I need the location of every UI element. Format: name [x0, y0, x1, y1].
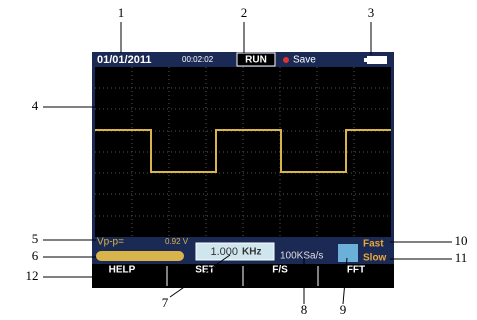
callout: 3	[368, 5, 375, 20]
fs-button[interactable]: F/S	[272, 265, 288, 276]
run-state: RUN	[245, 55, 267, 66]
vpp-label: Vp-p=	[97, 237, 124, 248]
set-button[interactable]: SET	[195, 265, 214, 276]
vpp-value: 0.92 V	[165, 237, 189, 246]
callout: 9	[340, 302, 347, 317]
date: 01/01/2011	[97, 54, 151, 66]
time: 00:02:02	[182, 55, 214, 64]
callout: 12	[26, 268, 39, 283]
callout: 7	[162, 295, 169, 310]
callout: 11	[455, 250, 468, 265]
save-dot	[283, 57, 289, 63]
help-button[interactable]: HELP	[109, 265, 136, 276]
save-label: Save	[293, 55, 316, 66]
battery	[367, 56, 387, 64]
frequency-unit: KHz	[242, 247, 261, 258]
callout: 4	[32, 98, 39, 113]
callout: 2	[241, 5, 248, 20]
oscilloscope-diagram: 01/01/2011 00:02:02 RUN Save Vp-p= 0.92 …	[0, 0, 477, 320]
fft-button[interactable]: FFT	[347, 265, 365, 276]
battery-tip	[364, 58, 367, 62]
slow-label: Slow	[363, 253, 387, 264]
callout: 10	[455, 233, 468, 248]
fast-label: Fast	[363, 239, 384, 250]
callout: 8	[301, 302, 308, 317]
frequency: 1.000	[210, 246, 238, 258]
callout: 1	[118, 5, 125, 20]
callout: 5	[32, 231, 39, 246]
callout: 6	[32, 248, 39, 263]
sample-rate: 100KSa/s	[280, 251, 323, 262]
trigger-pill	[96, 251, 184, 261]
fs-icon	[338, 244, 358, 262]
